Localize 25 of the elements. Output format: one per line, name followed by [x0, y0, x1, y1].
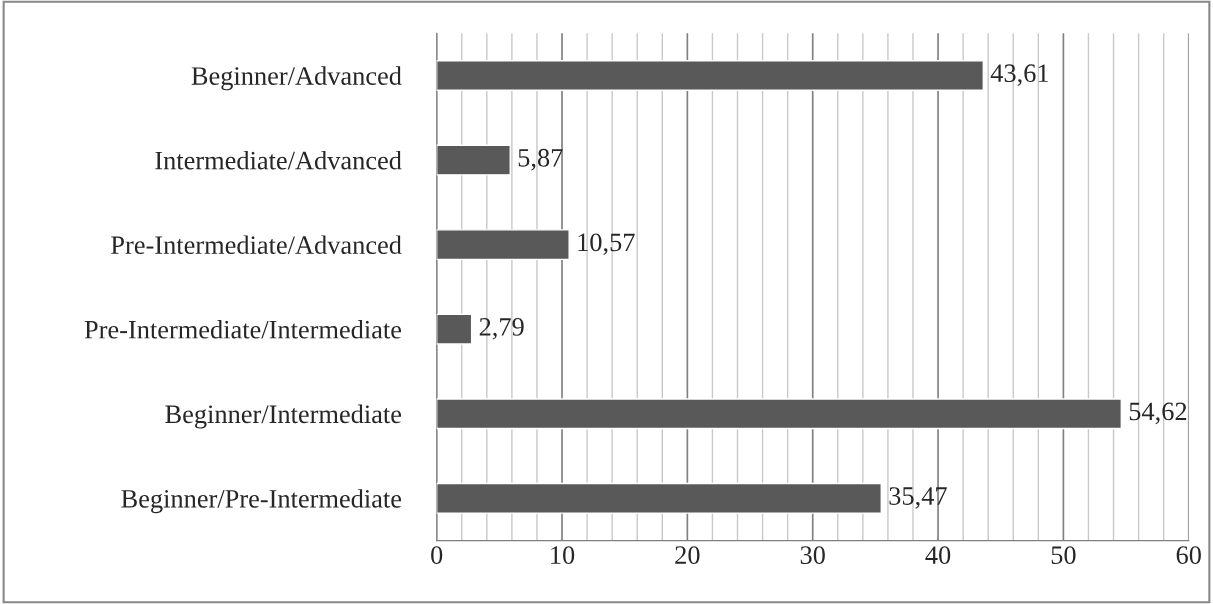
x-tick-label: 20 — [675, 546, 700, 565]
y-tick-label: Intermediate/Advanced — [155, 150, 402, 170]
y-tick-label: Beginner/Advanced — [191, 66, 402, 91]
data-label: 43,61 — [990, 64, 1049, 86]
x-tick-label: 50 — [1051, 546, 1076, 565]
data-label: 54,62 — [1129, 402, 1187, 425]
y-tick-label: Pre-Intermediate/Advanced — [111, 235, 402, 255]
bar — [436, 60, 984, 91]
y-tick-label: Pre-Intermediate/Intermediate — [84, 320, 402, 339]
x-tick-label: 10 — [551, 546, 575, 565]
x-tick-label: 0 — [431, 546, 443, 565]
data-label: 10,57 — [578, 233, 635, 256]
y-tick-label: Beginner/Intermediate — [165, 404, 402, 429]
x-tick-label: 30 — [800, 546, 825, 565]
bar — [436, 398, 1123, 430]
bar — [436, 144, 511, 176]
data-label: 2,79 — [479, 318, 524, 340]
x-tick-label: 40 — [925, 546, 951, 565]
y-tick-label: Beginner/Pre-Intermediate — [121, 489, 402, 514]
bar — [436, 313, 473, 345]
data-label: 35,47 — [889, 487, 947, 509]
bar — [436, 229, 570, 261]
bar — [436, 482, 882, 514]
data-label: 5,87 — [518, 148, 563, 171]
x-tick-label: 60 — [1176, 546, 1201, 565]
